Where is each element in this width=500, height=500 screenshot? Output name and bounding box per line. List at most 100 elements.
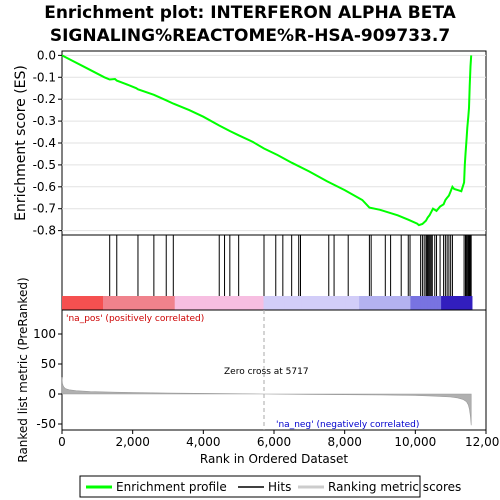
gradient-segment [376, 296, 381, 310]
gradient-segment [202, 296, 207, 310]
gradient-segment [120, 296, 125, 310]
gradient-segment [109, 296, 114, 310]
gradient-segment [256, 296, 261, 310]
gradient-segment [389, 296, 394, 310]
gradient-segment [454, 296, 459, 310]
gradient-segment [321, 296, 326, 310]
gradient-segment [246, 296, 251, 310]
chart-title-line-1: Enrichment plot: INTERFERON ALPHA BETA [44, 3, 456, 23]
gradient-segment [451, 296, 456, 310]
es-y-tick-label: -0.1 [33, 70, 56, 84]
hits-panel [61, 234, 487, 311]
gradient-segment [96, 296, 101, 310]
gradient-segment [79, 296, 84, 310]
es-gridlines [62, 54, 486, 232]
gradient-segment [157, 296, 162, 310]
es-y-tick-label: 0.0 [37, 48, 56, 62]
gradient-segment [205, 296, 210, 310]
gradient-segment [420, 296, 425, 310]
gradient-segment [270, 296, 275, 310]
gradient-segment [311, 296, 316, 310]
gradient-segment [284, 296, 289, 310]
gradient-segment [345, 296, 350, 310]
gradient-segment [338, 296, 343, 310]
gradient-segment [410, 296, 415, 310]
gradient-segment [461, 296, 466, 310]
gradient-segment [229, 296, 234, 310]
x-tick-label: 2,000 [115, 435, 149, 449]
gradient-segment [365, 296, 370, 310]
gradient-segment [372, 296, 377, 310]
gradient-segment [406, 296, 411, 310]
legend: Enrichment profile Hits Ranking metric s… [79, 475, 461, 498]
es-y-tick-label: -0.4 [33, 136, 56, 150]
gradient-segment [301, 296, 306, 310]
x-tick-label: 6,000 [257, 435, 291, 449]
es-y-tick-label: -0.5 [33, 158, 56, 172]
ranking-metric-area [61, 377, 472, 426]
gradient-segment [82, 296, 87, 310]
gradient-segment [147, 296, 152, 310]
es-y-tick-label: -0.7 [33, 202, 56, 216]
legend-label-enrichment: Enrichment profile [116, 480, 227, 494]
gradient-segment [355, 296, 360, 310]
gradient-segment [441, 296, 446, 310]
gradient-segment [161, 296, 166, 310]
gradient-segment [352, 296, 357, 310]
gradient-segment [335, 296, 340, 310]
gradient-segment [243, 296, 248, 310]
gradient-segment [85, 296, 90, 310]
gradient-segment [188, 296, 193, 310]
gradient-segment [331, 296, 336, 310]
hit-markers [109, 235, 472, 296]
es-y-tick-label: -0.3 [33, 114, 56, 128]
x-tick-label: 4,000 [186, 435, 220, 449]
gradient-segment [437, 296, 442, 310]
gradient-segment [396, 296, 401, 310]
gradient-segment [184, 296, 189, 310]
legend-label-hits: Hits [268, 480, 291, 494]
x-axis-label: Rank in Ordered Dataset [200, 452, 348, 466]
gradient-segment [253, 296, 258, 310]
gradient-segment [130, 296, 135, 310]
gradient-segment [68, 296, 73, 310]
gradient-segment [225, 296, 230, 310]
gradient-segment [348, 296, 353, 310]
gradient-segment [102, 296, 108, 310]
gradient-segment [126, 296, 131, 310]
na-pos-annotation: 'na_pos' (positively correlated) [66, 314, 204, 324]
gradient-segment [413, 296, 418, 310]
gradient-segment [318, 296, 323, 310]
enrichment-profile-line [61, 54, 473, 227]
gradient-segment [249, 296, 254, 310]
x-tick-label: 0 [58, 435, 66, 449]
na-neg-annotation: 'na_neg' (negatively correlated) [276, 420, 419, 430]
gradient-segment [427, 296, 432, 310]
gradient-segment [140, 296, 145, 310]
gradient-segment [191, 296, 196, 310]
es-y-axis-ticks: 0.0 -0.1 -0.2 -0.3 -0.4 -0.5 -0.6 -0.7 -0.8 [33, 48, 62, 238]
gradient-segment [178, 296, 183, 310]
metric-y-tick-label: -50 [36, 417, 56, 431]
gradient-segment [239, 296, 244, 310]
gradient-segment [154, 296, 159, 310]
metric-frame [61, 309, 487, 431]
metric-y-axis-ticks: 100 50 0 -50 [33, 327, 62, 431]
gradient-segment [400, 296, 405, 310]
gradient-segment [328, 296, 333, 310]
gradient-segment [342, 296, 347, 310]
metric-y-tick-label: 50 [41, 357, 56, 371]
es-y-tick-label: -0.2 [33, 92, 56, 106]
chart-title-line-2: SIGNALING%REACTOME%R-HSA-909733.7 [50, 26, 450, 46]
gradient-segment [273, 296, 278, 310]
gradient-segment [62, 296, 67, 310]
gradient-segment [198, 296, 203, 310]
gradient-segment [174, 296, 179, 310]
enrichment-score-panel: 0.0 -0.1 -0.2 -0.3 -0.4 -0.5 -0.6 -0.7 -0.8 Enri… [13, 48, 487, 238]
gradient-segment [123, 296, 128, 310]
gradient-segment [215, 296, 220, 310]
gradient-segment [417, 296, 422, 310]
gradient-segment [314, 296, 319, 310]
gradient-segment [222, 296, 227, 310]
